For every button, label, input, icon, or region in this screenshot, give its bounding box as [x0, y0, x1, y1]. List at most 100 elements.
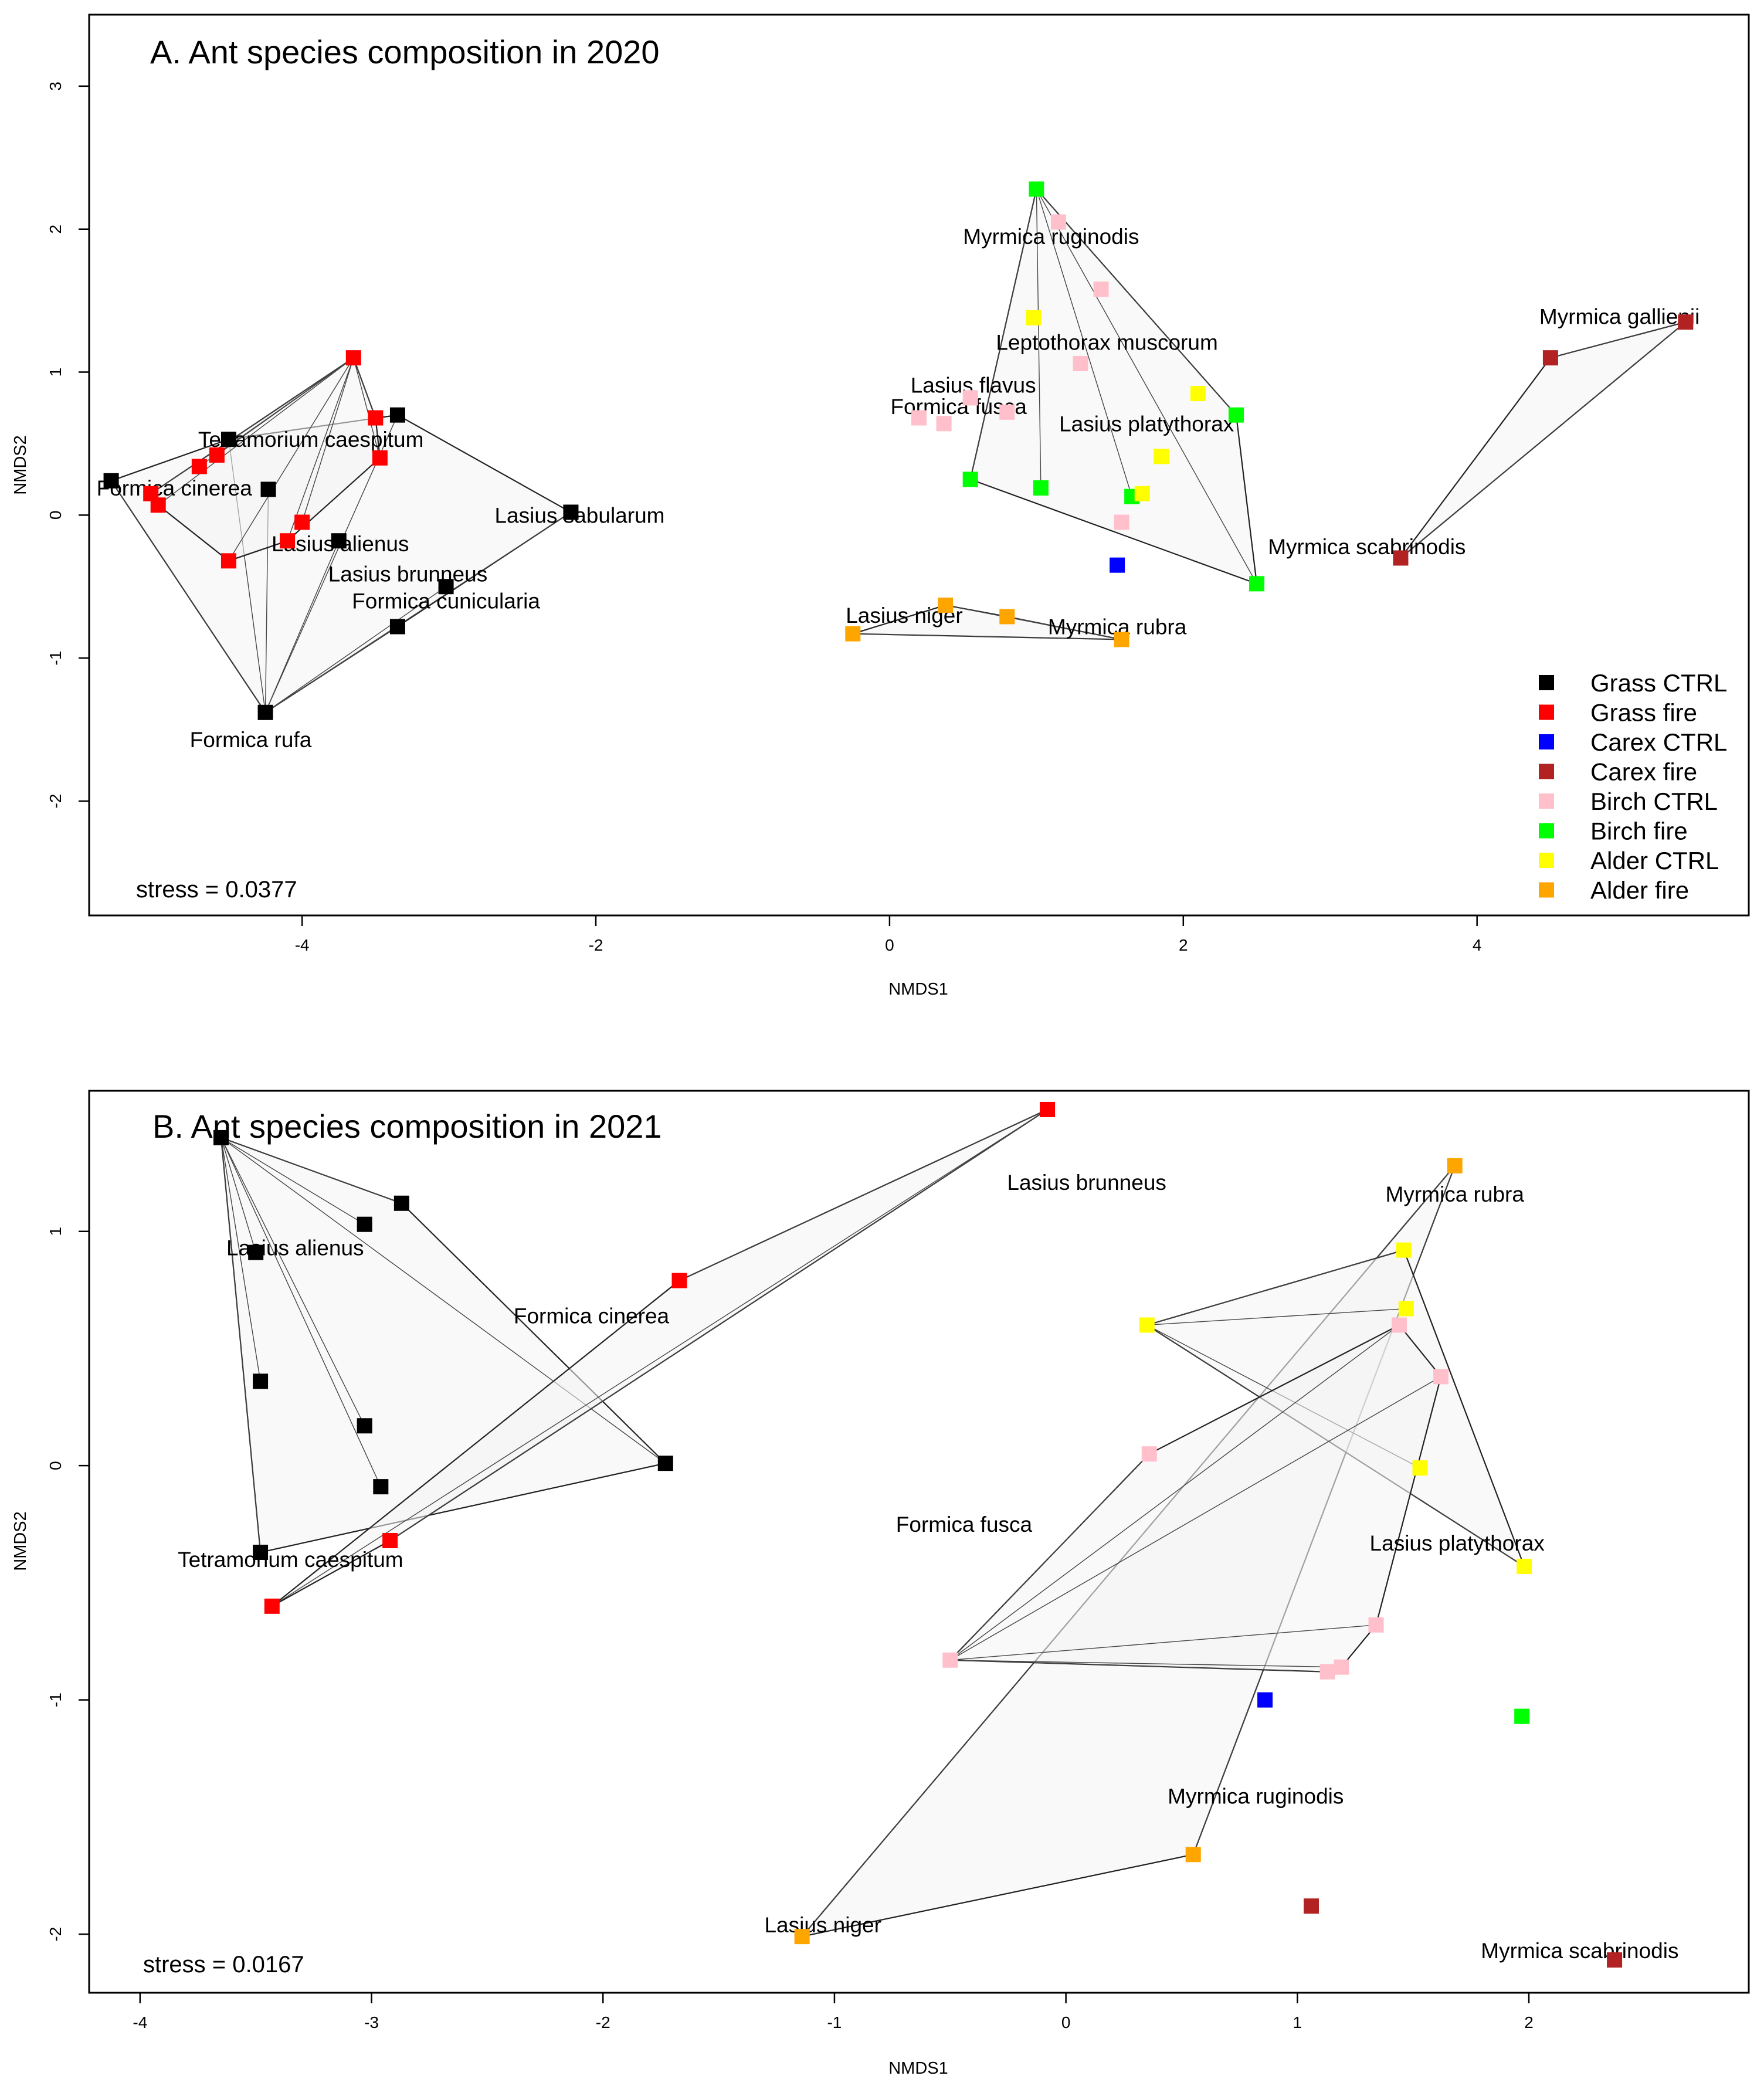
- spoke-grass-fire: [353, 357, 381, 458]
- legend-label: Birch fire: [1590, 818, 1688, 845]
- point-grass-fire: [1040, 1101, 1056, 1117]
- spoke-grass-ctrl: [110, 480, 266, 713]
- point-grass-fire: [220, 553, 236, 569]
- spoke-grass-fire: [150, 357, 354, 494]
- point-grass-ctrl: [103, 473, 119, 489]
- legend-swatch: [1539, 823, 1554, 839]
- y-tick-label: -2: [46, 1927, 65, 1942]
- tick-layer-b: -4 -3 -2 -1 0 1 2 -2 -1 0 1: [46, 1227, 1534, 2031]
- y-tick-label: 1: [46, 368, 65, 377]
- point-grass-ctrl: [357, 1216, 372, 1232]
- point-birch-ctrl: [1319, 1664, 1335, 1680]
- spoke-birch-fire: [1036, 189, 1132, 497]
- y-tick-label: 0: [46, 1461, 65, 1470]
- spoke-grass-ctrl: [220, 1137, 365, 1426]
- spoke-grass-fire: [679, 1109, 1048, 1281]
- x-tick-label: 2: [1524, 2013, 1534, 2031]
- x-tick-label: -1: [827, 2013, 842, 2031]
- y-axis-label-b: NMDS2: [11, 1511, 30, 1571]
- spoke-grass-ctrl: [220, 1137, 261, 1553]
- point-birch-ctrl: [1334, 1659, 1349, 1675]
- spoke-birch-fire: [1036, 189, 1257, 584]
- x-tick-label: -4: [295, 936, 310, 954]
- x-tick-label: -3: [364, 2013, 379, 2031]
- point-carex-ctrl: [1110, 557, 1125, 573]
- y-tick-label: 0: [46, 511, 65, 520]
- legend-swatch: [1539, 734, 1554, 749]
- plot-frame-b: [88, 1090, 1750, 1994]
- spoke-grass-ctrl: [220, 1137, 402, 1204]
- point-birch-ctrl: [942, 1652, 958, 1668]
- x-tick-label: -2: [589, 936, 603, 954]
- spoke-grass-fire: [158, 357, 354, 506]
- spoke-grass-fire: [301, 357, 354, 523]
- point-alder-fire: [938, 597, 954, 613]
- point-birch-fire: [1029, 181, 1044, 197]
- point-carex-fire: [1678, 314, 1694, 330]
- spoke-alder-fire: [1007, 616, 1122, 640]
- point-alder-ctrl: [1139, 1317, 1155, 1333]
- spoke-grass-ctrl: [264, 540, 340, 713]
- legend-label: Grass fire: [1590, 699, 1697, 727]
- spoke-birch-fire: [1036, 189, 1042, 489]
- spoke-alder-ctrl: [1146, 1308, 1406, 1326]
- point-carex-fire: [1542, 350, 1558, 366]
- point-birch-ctrl: [911, 410, 927, 426]
- x-tick-label: 4: [1473, 936, 1482, 954]
- species-label: Lasius platythorax: [1059, 412, 1234, 436]
- point-grass-ctrl: [393, 1195, 409, 1211]
- point-grass-fire: [280, 533, 296, 549]
- point-alder-fire: [999, 609, 1015, 625]
- species-label: Myrmica scabrinodis: [1268, 535, 1466, 559]
- point-birch-ctrl: [999, 404, 1015, 420]
- spoke-grass-ctrl: [220, 1137, 365, 1225]
- point-carex-fire: [1304, 1898, 1319, 1914]
- species-label: Lasius platythorax: [1370, 1531, 1545, 1555]
- point-birch-fire: [962, 472, 978, 487]
- y-tick-label: -1: [46, 651, 65, 666]
- point-grass-ctrl: [213, 1130, 229, 1145]
- x-axis-label-b: NMDS1: [888, 2059, 948, 2078]
- point-grass-fire: [294, 514, 310, 530]
- species-label: Myrmica ruginodis: [1168, 1784, 1344, 1808]
- spoke-birch-ctrl: [949, 1324, 1400, 1661]
- point-grass-ctrl: [373, 1479, 389, 1495]
- spoke-grass-ctrl: [265, 586, 446, 713]
- stress-value-b: stress = 0.0167: [143, 1952, 304, 1978]
- point-birch-fire: [1033, 480, 1049, 496]
- point-grass-fire: [671, 1273, 687, 1288]
- point-alder-ctrl: [1026, 310, 1042, 325]
- point-alder-ctrl: [1412, 1460, 1428, 1476]
- spoke-grass-fire: [272, 1109, 1048, 1607]
- spoke-grass-fire: [389, 1109, 1048, 1541]
- point-alder-fire: [1447, 1158, 1463, 1173]
- point-grass-ctrl: [253, 1544, 269, 1560]
- point-birch-ctrl: [962, 390, 978, 406]
- spoke-birch-ctrl: [950, 1624, 1376, 1661]
- species-label: Lasius brunneus: [328, 562, 488, 586]
- spoke-carex-fire: [1400, 321, 1686, 559]
- spoke-birch-ctrl: [949, 1376, 1441, 1661]
- species-label: Lasius brunneus: [1007, 1171, 1166, 1195]
- x-tick-label: 0: [885, 936, 894, 954]
- spoke-alder-fire: [853, 633, 1122, 640]
- point-grass-ctrl: [260, 481, 276, 497]
- x-axis-label-a: NMDS1: [888, 980, 948, 999]
- point-grass-fire: [368, 410, 384, 426]
- species-label: Myrmica scabrinodis: [1481, 1939, 1678, 1963]
- species-label: Myrmica rubra: [1386, 1182, 1525, 1206]
- legend-swatch: [1539, 704, 1554, 720]
- point-birch-fire: [1249, 576, 1265, 592]
- legend-swatch: [1539, 882, 1554, 898]
- point-grass-fire: [345, 350, 361, 366]
- species-label: Formica cinerea: [514, 1304, 670, 1328]
- x-tick-label: 1: [1293, 2013, 1302, 2031]
- spoke-birch-ctrl: [950, 1660, 1328, 1673]
- point-birch-ctrl: [1141, 1446, 1157, 1462]
- point-alder-ctrl: [1398, 1301, 1414, 1317]
- species-label: Myrmica gallienii: [1539, 304, 1699, 328]
- spoke-alder-ctrl: [1146, 1249, 1405, 1326]
- species-label: Lasius niger: [764, 1913, 881, 1937]
